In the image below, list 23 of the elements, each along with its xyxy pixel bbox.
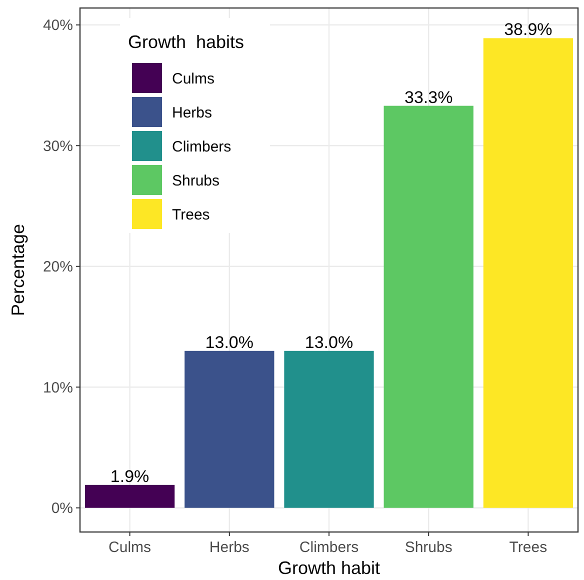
y-tick-label: 10% <box>42 379 73 396</box>
data-label: 13.0% <box>304 332 354 352</box>
y-tick-label: 0% <box>51 500 73 518</box>
legend-label: Shrubs <box>172 172 220 190</box>
x-tick-label: Climbers <box>299 539 359 556</box>
legend-label: Herbs <box>172 104 212 122</box>
x-tick-label: Culms <box>108 539 152 556</box>
legend-label: Climbers <box>172 138 232 156</box>
data-label: 13.0% <box>205 332 254 352</box>
y-tick-label: 40% <box>42 17 73 34</box>
x-tick-label: Trees <box>509 539 548 556</box>
legend-title: Growth habits <box>128 32 244 52</box>
legend-label: Culms <box>172 70 215 88</box>
x-tick-label: Herbs <box>209 539 250 556</box>
y-tick-label: 20% <box>42 258 73 276</box>
data-label: 1.9% <box>110 466 150 486</box>
x-tick-label: Shrubs <box>404 539 452 556</box>
x-axis-title: Growth habit <box>278 558 380 578</box>
data-label: 38.9% <box>504 20 552 40</box>
y-axis-title: Percentage <box>8 224 28 316</box>
data-label: 33.3% <box>404 88 453 107</box>
y-tick-label: 30% <box>42 138 73 155</box>
legend-label: Trees <box>172 206 210 224</box>
